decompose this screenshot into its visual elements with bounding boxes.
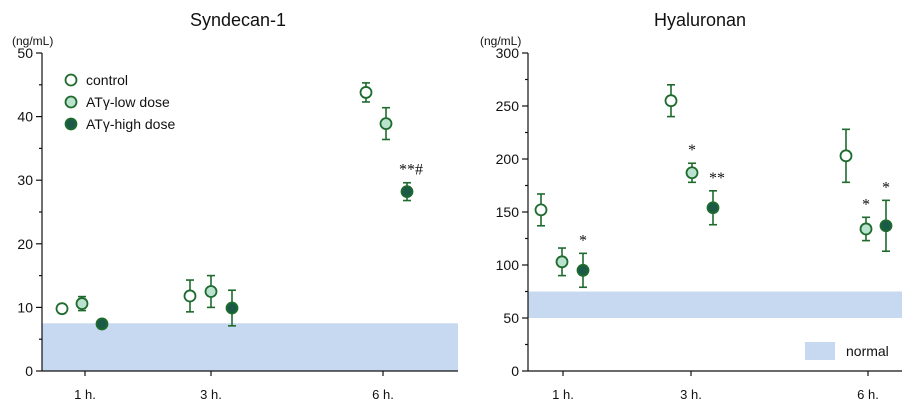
hyaluronan-y-tick-label: 300	[496, 45, 520, 61]
hyaluronan-y-tick-label: 100	[496, 257, 520, 273]
syndecan-control-point	[359, 86, 373, 99]
syndecan-panel: Syndecan-1 (ng/mL) 0 10 20 30 40 50 1 h. 3 h. 6 h.…	[12, 10, 458, 402]
hyaluronan-control-point	[839, 149, 853, 163]
syndecan-high-dose-point	[225, 301, 239, 315]
syndecan-high-dose-point	[95, 317, 109, 331]
legend-label-high-dose: ATγ-high dose	[86, 116, 175, 132]
syndecan-high-dose-point	[400, 185, 414, 199]
hyaluronan-low-dose-point	[685, 166, 699, 180]
legend-label-control: control	[86, 72, 128, 88]
hyaluronan-significance-mark: *	[688, 142, 696, 159]
syndecan-x-tick-label: 3 h.	[200, 387, 222, 402]
hyaluronan-high-dose-point	[706, 201, 720, 215]
syndecan-normal-band	[42, 323, 458, 371]
syndecan-y-unit: (ng/mL)	[12, 34, 53, 48]
hyaluronan-x-tick-label: 1 h.	[552, 387, 574, 402]
syndecan-y-tick-label: 20	[17, 236, 33, 252]
hyaluronan-y-tick-label: 50	[503, 310, 519, 326]
hyaluronan-low-dose-point	[555, 255, 569, 269]
syndecan-y-tick-label: 0	[25, 363, 33, 379]
syndecan-title: Syndecan-1	[190, 10, 286, 30]
hyaluronan-significance-mark: *	[862, 196, 870, 213]
syndecan-x-tick-label: 6 h.	[372, 387, 394, 402]
hyaluronan-control-point	[534, 203, 548, 217]
legend-marker-high-dose	[64, 117, 78, 131]
hyaluronan-low-dose-point	[859, 222, 873, 236]
syndecan-significance-mark: **#	[399, 162, 423, 179]
legend-normal-swatch	[805, 342, 835, 360]
hyaluronan-panel: Hyaluronan (ng/mL) 0 50 100 150 200 250 300 1 h. 3…	[480, 10, 902, 402]
syndecan-y-tick-label: 10	[17, 299, 33, 315]
hyaluronan-x-tick-label: 3 h.	[680, 387, 702, 402]
legend-marker-control	[64, 73, 78, 87]
syndecan-control-point	[55, 302, 69, 316]
syndecan-x-tick-label: 1 h.	[74, 387, 96, 402]
hyaluronan-control-point	[664, 94, 678, 108]
hyaluronan-y-tick-label: 150	[496, 204, 520, 220]
hyaluronan-y-tick-label: 250	[496, 98, 520, 114]
syndecan-y-tick-label: 50	[17, 45, 33, 61]
syndecan-y-tick-label: 30	[17, 172, 33, 188]
legend-marker-low-dose	[64, 95, 78, 109]
hyaluronan-high-dose-point	[576, 263, 590, 277]
syndecan-y-tick-label: 40	[17, 109, 33, 125]
hyaluronan-y-tick-label: 0	[511, 363, 519, 379]
hyaluronan-significance-mark: **	[709, 170, 725, 187]
hyaluronan-normal-band	[528, 291, 902, 318]
hyaluronan-title: Hyaluronan	[654, 10, 746, 30]
hyaluronan-y-tick-label: 200	[496, 151, 520, 167]
syndecan-low-dose-point	[379, 117, 393, 130]
syndecan-control-point	[183, 289, 197, 303]
hyaluronan-high-dose-point	[879, 219, 893, 233]
syndecan-low-dose-point	[204, 285, 218, 298]
syndecan-legend: control ATγ-low dose ATγ-high dose	[64, 72, 175, 132]
legend-label-normal: normal	[846, 343, 889, 359]
hyaluronan-significance-mark: *	[882, 179, 890, 196]
hyaluronan-y-unit: (ng/mL)	[480, 34, 521, 48]
hyaluronan-legend: normal	[805, 342, 889, 360]
hyaluronan-significance-mark: *	[579, 232, 587, 249]
syndecan-low-dose-point	[75, 297, 89, 310]
legend-label-low-dose: ATγ-low dose	[86, 94, 170, 110]
hyaluronan-x-tick-label: 6 h.	[857, 387, 879, 402]
